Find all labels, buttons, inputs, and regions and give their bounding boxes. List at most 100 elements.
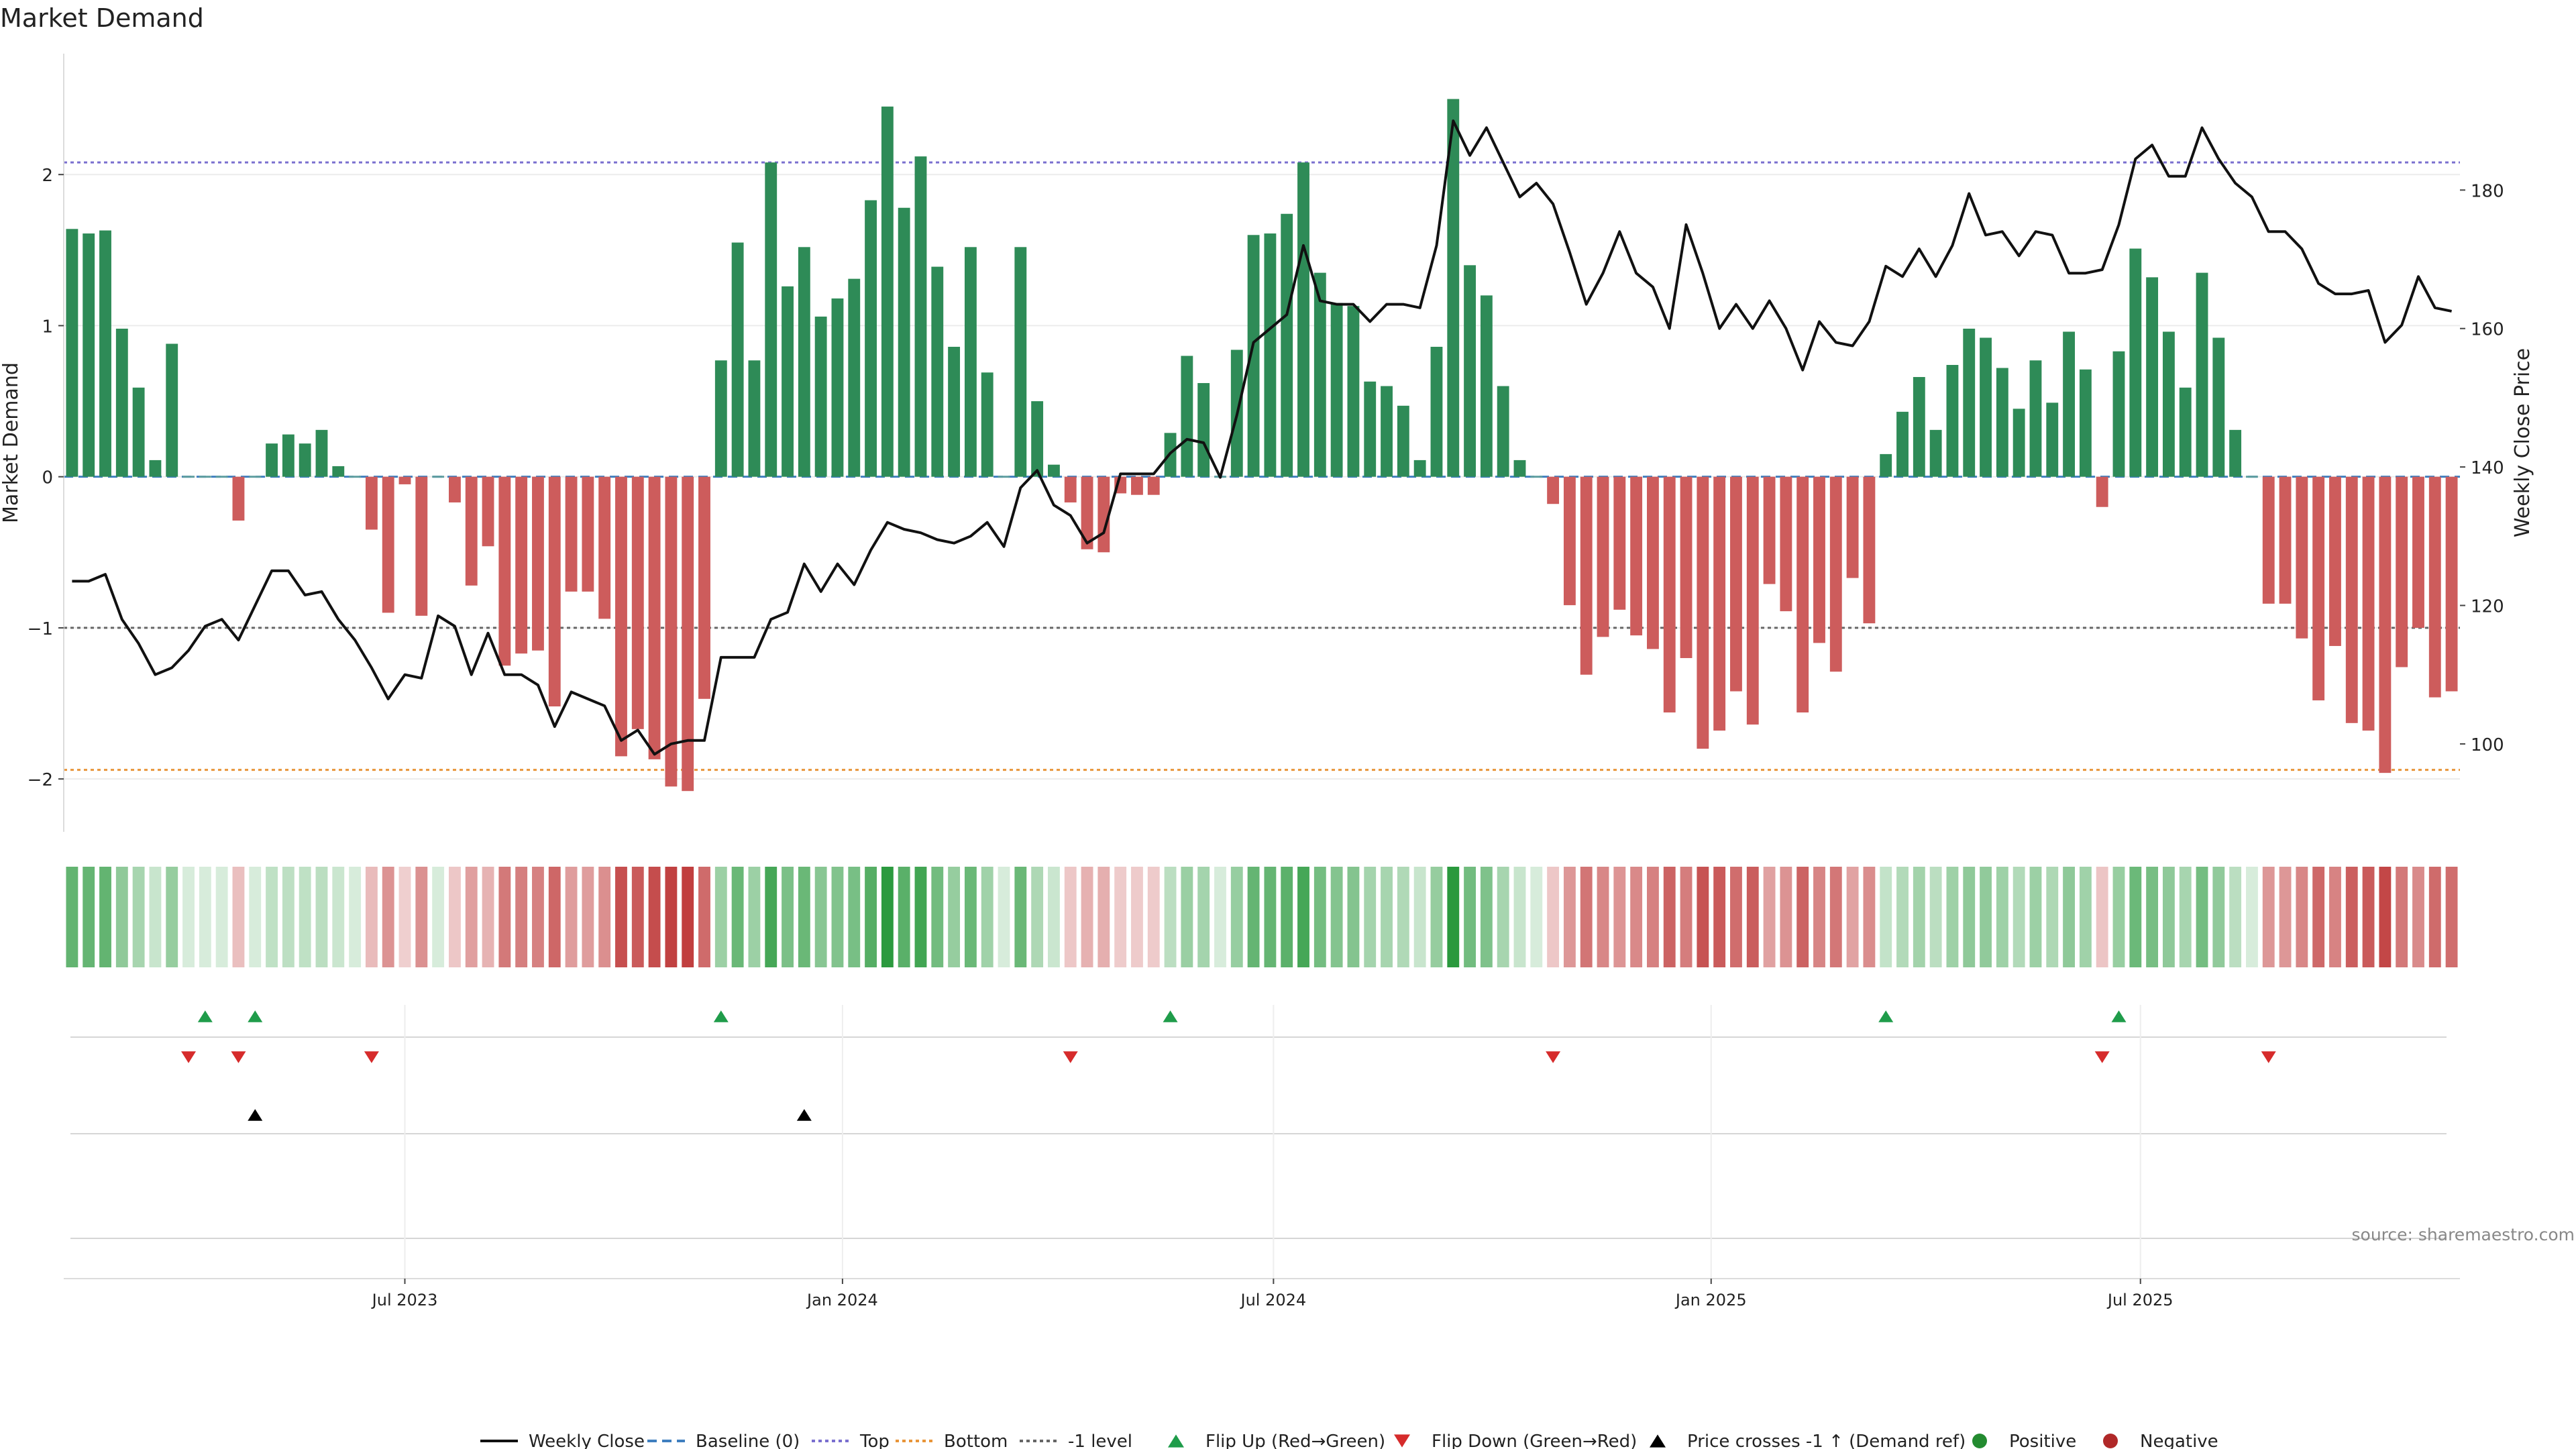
demand-bar-positive	[931, 266, 944, 477]
demand-strip-cell	[2063, 867, 2075, 967]
demand-strip-cell	[1680, 867, 1693, 967]
demand-bar-negative	[682, 476, 694, 792]
demand-strip-cell	[848, 867, 861, 967]
demand-strip-cell	[2096, 867, 2108, 967]
demand-bar-positive	[1513, 460, 1526, 477]
demand-strip-cell	[1164, 867, 1177, 967]
price-cross-marker	[248, 1109, 263, 1121]
demand-bar-negative	[1697, 476, 1709, 749]
demand-strip-cell	[99, 867, 111, 967]
demand-strip-cell	[1813, 867, 1825, 967]
demand-strip-cell	[432, 867, 445, 967]
demand-bar-negative	[449, 476, 461, 502]
demand-bar-negative	[2396, 476, 2408, 667]
demand-strip-cell	[1381, 867, 1393, 967]
demand-strip-cell	[798, 867, 810, 967]
demand-bar-zero	[349, 476, 362, 478]
demand-strip-cell	[1081, 867, 1093, 967]
demand-bar-negative	[2296, 476, 2308, 639]
demand-strip-cell	[2212, 867, 2225, 967]
demand-bar-negative	[1597, 476, 1609, 637]
demand-bar-negative	[1780, 476, 1792, 612]
demand-bars	[66, 99, 2458, 792]
demand-strip-cell	[2029, 867, 2042, 967]
demand-strip-cell	[1031, 867, 1044, 967]
demand-strip-cell	[1713, 867, 1726, 967]
demand-bar-positive	[1031, 401, 1044, 477]
demand-bar-positive	[1347, 306, 1360, 477]
demand-bar-positive	[2129, 248, 2142, 477]
demand-strip-cell	[1330, 867, 1343, 967]
demand-bar-positive	[2079, 369, 2092, 477]
demand-strip-cell	[66, 867, 78, 967]
demand-strip-cell	[1114, 867, 1127, 967]
demand-strip-cell	[1780, 867, 1792, 967]
demand-strip-cell	[2279, 867, 2292, 967]
demand-bar-positive	[948, 346, 961, 477]
demand-strip-cell	[515, 867, 528, 967]
demand-strip-cell	[731, 867, 744, 967]
demand-strip-cell	[865, 867, 877, 967]
demand-strip-cell	[2312, 867, 2325, 967]
demand-strip-cell	[748, 867, 761, 967]
flip-up-marker	[248, 1010, 263, 1022]
demand-strip-cell	[1464, 867, 1476, 967]
legend-label: Weekly Close	[529, 1432, 645, 1449]
demand-strip-cell	[1913, 867, 1925, 967]
x-tick-label: Jul 2025	[2106, 1291, 2174, 1309]
demand-bar-negative	[1713, 476, 1726, 731]
demand-bar-zero	[998, 476, 1010, 478]
demand-bar-positive	[2179, 387, 2192, 477]
demand-strip-cell	[582, 867, 594, 967]
demand-bar-positive	[1381, 386, 1393, 477]
demand-strip-cell	[1214, 867, 1226, 967]
demand-strip-cell	[2396, 867, 2408, 967]
demand-bar-positive	[2196, 272, 2208, 477]
demand-strip-cell	[1963, 867, 1976, 967]
legend-label: Baseline (0)	[696, 1432, 800, 1449]
demand-strip-cell	[1347, 867, 1360, 967]
demand-strip-cell	[1131, 867, 1143, 967]
y-axis-left-label: Market Demand	[0, 362, 23, 523]
demand-strip-cell	[914, 867, 927, 967]
demand-strip-cell	[132, 867, 145, 967]
demand-bar-positive	[2229, 429, 2242, 477]
flip-up-marker	[2111, 1010, 2127, 1022]
y-tick-label-right: 140	[2471, 458, 2504, 478]
demand-strip-cell	[765, 867, 777, 967]
demand-strip-cell	[365, 867, 378, 967]
chart-title: Market Demand	[0, 3, 204, 33]
demand-strip-cell	[1513, 867, 1526, 967]
demand-strip-cell	[1796, 867, 1809, 967]
demand-strip-cell	[1447, 867, 1460, 967]
demand-strip-cell	[948, 867, 961, 967]
demand-bar-negative	[582, 476, 594, 592]
demand-strip-cell	[315, 867, 328, 967]
demand-bar-negative	[482, 476, 494, 547]
flip-down-marker	[181, 1051, 197, 1063]
demand-bar-positive	[981, 372, 994, 477]
demand-strip-cell	[282, 867, 294, 967]
demand-strip-cell	[266, 867, 278, 967]
demand-bar-negative	[565, 476, 578, 592]
x-tick-label: Jan 2024	[806, 1291, 878, 1309]
y-tick-label-right: 120	[2471, 597, 2504, 617]
demand-strip-cell	[232, 867, 245, 967]
demand-strip-cell	[2379, 867, 2392, 967]
demand-strip-cell	[482, 867, 494, 967]
demand-bar-zero	[182, 476, 195, 478]
legend-swatch-circle	[2103, 1434, 2118, 1448]
demand-bar-negative	[2445, 476, 2458, 692]
demand-bar-negative	[2279, 476, 2292, 604]
demand-strip-cell	[1663, 867, 1676, 967]
demand-strip-cell	[2079, 867, 2092, 967]
demand-strip-cell	[881, 867, 894, 967]
demand-bar-positive	[831, 298, 844, 477]
demand-bar-positive	[2029, 360, 2042, 477]
demand-strip-cell	[698, 867, 710, 967]
demand-bar-positive	[848, 278, 861, 477]
demand-bar-positive	[2212, 337, 2225, 477]
demand-strip-cell	[1980, 867, 1992, 967]
demand-bar-positive	[266, 443, 278, 477]
demand-bar-negative	[2345, 476, 2358, 723]
